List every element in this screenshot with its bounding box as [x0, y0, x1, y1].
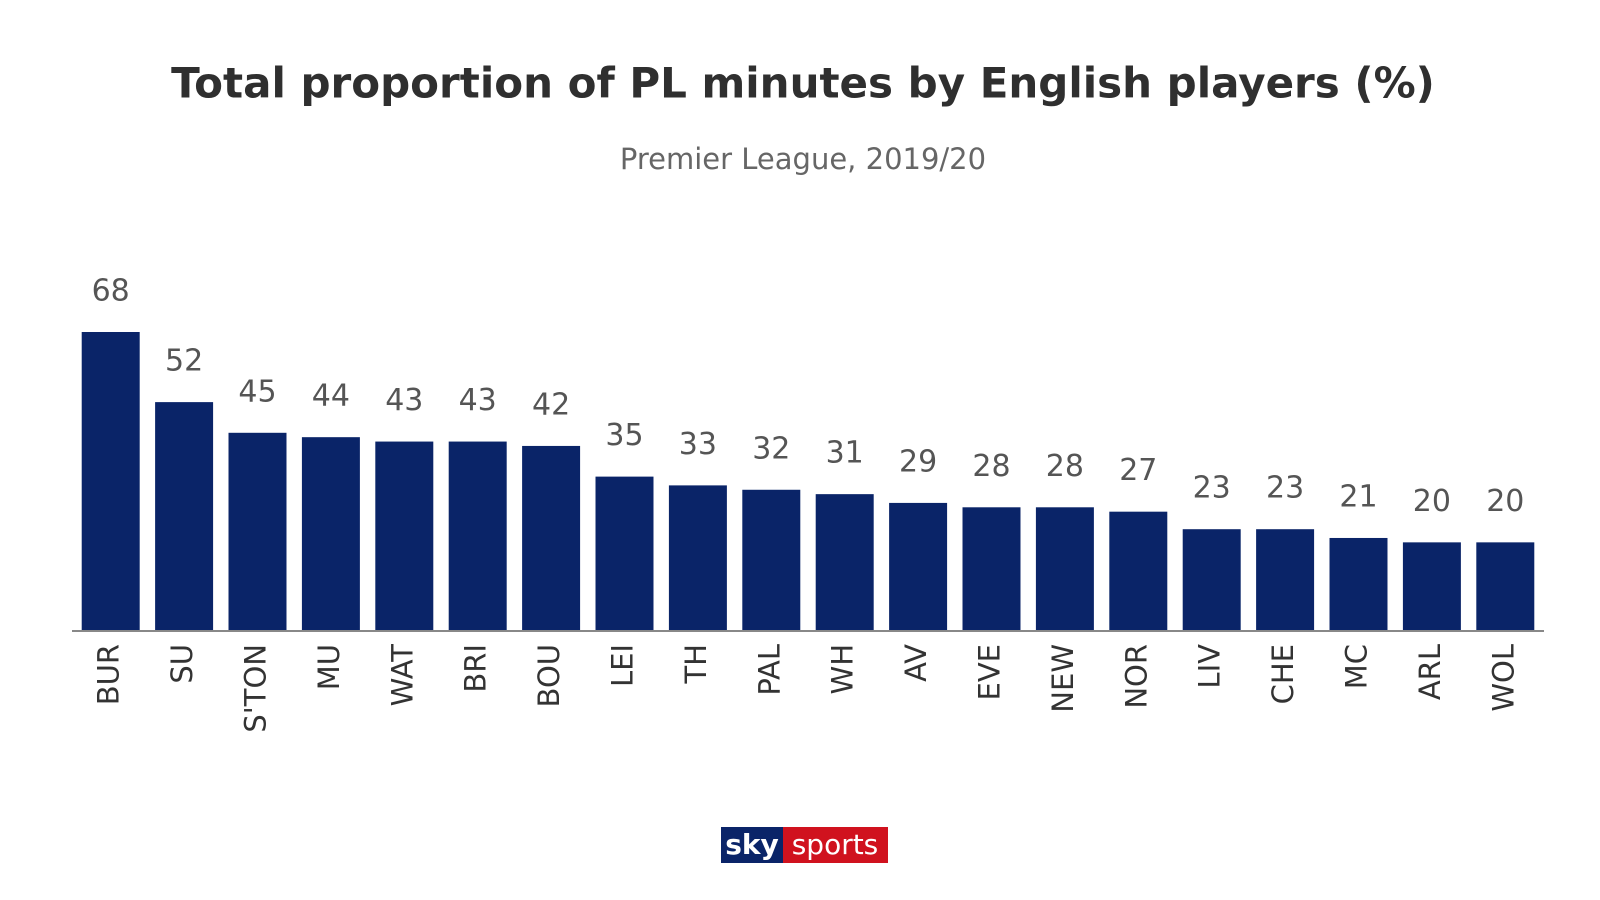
x-tick-label: MU: [312, 644, 346, 690]
bar: [301, 437, 360, 630]
x-tick-label: S'TON: [239, 644, 273, 733]
value-label: 45: [238, 374, 276, 409]
x-tick-label: WH: [826, 644, 860, 694]
bar: [815, 494, 874, 630]
logo-sports: sports: [792, 828, 879, 861]
x-tick-label: CHE: [1266, 644, 1300, 704]
chart-subtitle: Premier League, 2019/20: [620, 142, 986, 176]
logo: sky sports: [721, 827, 888, 863]
value-label: 43: [385, 383, 423, 418]
value-label: 52: [165, 344, 203, 379]
x-tick-label: TH: [679, 644, 713, 685]
x-tick-label: WAT: [385, 644, 419, 707]
bar: [375, 441, 434, 630]
logo-sky: sky: [725, 828, 779, 861]
logo-sports-box: [783, 827, 888, 863]
bar: [1182, 529, 1241, 630]
bar: [1402, 542, 1461, 630]
x-tick-label: AV: [899, 644, 933, 682]
bar: [962, 507, 1021, 630]
x-tick-label: LEI: [606, 644, 640, 687]
value-label: 29: [899, 444, 937, 479]
value-label: 43: [459, 383, 497, 418]
logo-sky-box: [721, 827, 783, 863]
value-label: 31: [826, 436, 864, 471]
x-tick-label: BOU: [532, 644, 566, 707]
bar: [448, 441, 507, 630]
bar: [1109, 511, 1168, 630]
bar: [1256, 529, 1315, 630]
bar: [228, 432, 287, 630]
value-label: 21: [1339, 479, 1377, 514]
x-tick-label: SU: [165, 644, 199, 684]
bar: [1329, 537, 1388, 630]
bar: [595, 476, 654, 630]
value-label: 27: [1119, 453, 1157, 488]
bar: [155, 402, 214, 630]
x-tick-label: NOR: [1119, 644, 1153, 709]
x-tick-label: WOL: [1486, 644, 1520, 712]
bar: [81, 332, 140, 630]
value-label: 23: [1193, 471, 1231, 506]
bar: [668, 485, 727, 630]
value-label: 20: [1413, 484, 1451, 519]
bar: [1035, 507, 1094, 630]
value-label: 28: [1046, 449, 1084, 484]
value-label: 20: [1486, 484, 1524, 519]
value-label: 44: [312, 379, 350, 414]
value-label: 35: [605, 418, 643, 453]
x-tick-label: ARL: [1413, 644, 1447, 700]
value-label: 23: [1266, 471, 1304, 506]
x-tick-label: BRI: [459, 644, 493, 693]
value-label: 33: [679, 427, 717, 462]
chart-title: Total proportion of PL minutes by Englis…: [171, 59, 1435, 108]
bar: [1476, 542, 1535, 630]
value-label: 68: [92, 274, 130, 309]
x-tick-label: PAL: [752, 644, 786, 696]
value-label: 32: [752, 431, 790, 466]
x-tick-label: MC: [1340, 644, 1374, 689]
value-label: 42: [532, 387, 570, 422]
x-tick-label: BUR: [92, 644, 126, 705]
bar: [742, 489, 801, 630]
x-tick-label: NEW: [1046, 644, 1080, 713]
bar: [889, 502, 948, 630]
x-tick-label: LIV: [1193, 644, 1227, 689]
value-label: 28: [972, 449, 1010, 484]
bar: [522, 445, 581, 630]
x-tick-label: EVE: [973, 644, 1007, 701]
